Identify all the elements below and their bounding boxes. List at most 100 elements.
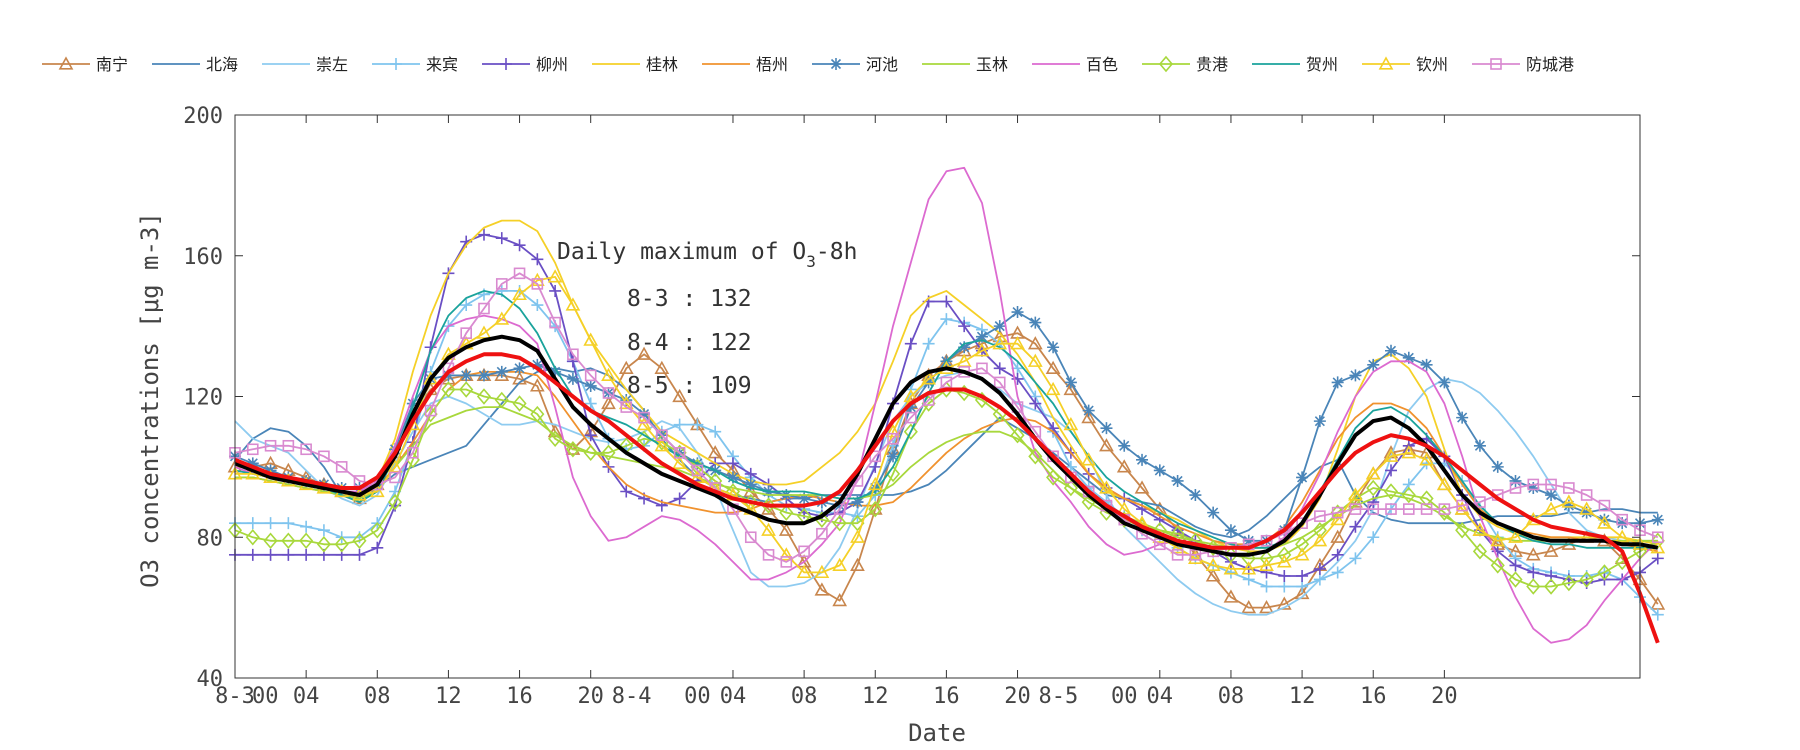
series-point-南宁-59 (1276, 596, 1292, 610)
series-point-来宾-60 (1296, 580, 1309, 593)
series-point-河池-45 (1029, 316, 1042, 329)
series-point-钦州-62 (1330, 512, 1346, 526)
series-point-钦州-58 (1259, 557, 1274, 572)
annotation-title-main: Daily maximum of O (557, 239, 806, 265)
x-tick-label-68: 20 (1431, 684, 1458, 709)
series-point-防城港-13 (460, 327, 473, 339)
series-point-钦州-47 (1063, 417, 1079, 431)
series-point-河池-72 (1509, 474, 1522, 487)
series-point-钦州-56 (1223, 561, 1239, 575)
series-line-mean (234, 334, 1659, 557)
series-point-钦州-34 (832, 557, 848, 572)
series-point-钦州-53 (1170, 540, 1185, 554)
series-point-钦州-14 (476, 325, 492, 339)
series-point-贵港-16 (512, 395, 527, 412)
series-point-河池-36 (869, 481, 882, 494)
legend-marker-柳州 (500, 58, 512, 70)
series-point-防城港-68 (1438, 503, 1451, 515)
y-tick-label-80: 80 (197, 526, 224, 551)
y-tick-label-120: 120 (183, 386, 223, 411)
series-point-南宁-49 (1099, 438, 1114, 452)
series-point-河池-74 (1545, 489, 1558, 502)
legend-item-玉林: 玉林 (922, 55, 1008, 74)
x-axis: 8-3 04 08 12 16 20 04 08 12 16 20 04 08 12 16 20 00 8-4 00… (215, 115, 1458, 709)
series-point-防城港-40 (940, 376, 953, 389)
series-point-贵港-72 (1508, 571, 1523, 588)
series-point-贵港-12 (441, 381, 456, 398)
series-point-防城港-4 (300, 443, 312, 456)
series-point-防城港-54 (1189, 549, 1202, 561)
series-point-河池-16 (513, 362, 526, 375)
series-崇左 (234, 370, 1658, 616)
y-tick-label-200: 200 (183, 104, 223, 129)
series-桂林 (235, 219, 1658, 553)
legend-label-南宁: 南宁 (96, 55, 128, 74)
series-point-来宾-26 (691, 418, 704, 431)
series-point-贵港-75 (1561, 574, 1576, 592)
series-point-贵港-31 (779, 504, 794, 521)
series-point-防城港-37 (887, 432, 899, 445)
series-point-贵港-15 (494, 391, 509, 409)
series-point-防城港-30 (762, 549, 775, 561)
series-point-防城港-62 (1331, 506, 1344, 519)
x-tick-label-extra-3: 8-5 (1039, 684, 1079, 709)
series-point-钦州-42 (974, 343, 990, 357)
legend-label-钦州: 钦州 (1416, 55, 1448, 74)
series-point-河池-64 (1367, 358, 1380, 371)
series-point-南宁-46 (1045, 360, 1061, 374)
series-point-南宁-19 (565, 441, 581, 455)
series-point-河池-56 (1224, 524, 1237, 537)
series-point-柳州-16 (513, 239, 526, 252)
series-玉林 (235, 406, 1658, 549)
series-point-防城港-64 (1367, 503, 1380, 515)
series-point-南宁-22 (618, 360, 634, 374)
series-point-来宾-3 (282, 517, 295, 530)
series-point-柳州-14 (477, 228, 490, 241)
series-point-防城港-23 (638, 411, 650, 424)
x-tick-label-extra-2: 00 (684, 684, 711, 709)
legend-label-防城港: 防城港 (1526, 55, 1574, 74)
series-point-钦州-37 (885, 424, 901, 438)
series-point-来宾-57 (1242, 573, 1255, 586)
series-point-柳州-62 (1331, 548, 1344, 561)
series-point-来宾-13 (460, 299, 473, 312)
x-axis-label: Date (908, 719, 966, 747)
series-point-河池-14 (477, 369, 490, 382)
annotation-line-1: 8-3 : 132 (627, 286, 752, 312)
series-point-防城港-70 (1474, 496, 1486, 508)
series-point-贵港-9 (388, 493, 403, 511)
series-point-来宾-1 (246, 517, 259, 530)
series-point-贵港-69 (1455, 521, 1470, 539)
series-point-贵港-17 (530, 405, 545, 423)
series-point-钦州-75 (1561, 494, 1577, 508)
annotation-title: Daily maximum of O3-8h (557, 239, 857, 271)
series-point-南宁-74 (1543, 543, 1559, 557)
series-point-防城港-10 (407, 446, 419, 459)
series-point-南宁-18 (547, 424, 563, 438)
series-line-玉林 (235, 406, 1658, 549)
series-point-河池-23 (638, 408, 651, 421)
series-point-钦州-36 (867, 476, 883, 491)
x-tick-label-40: 16 (933, 684, 960, 709)
series-point-柳州-59 (1278, 569, 1291, 582)
legend-label-玉林: 玉林 (976, 55, 1008, 74)
series-line-防城港 (234, 272, 1659, 563)
series-point-河池-60 (1296, 471, 1309, 484)
series-point-贵港-23 (636, 430, 652, 447)
series-point-河池-73 (1527, 481, 1540, 494)
series-point-钦州-35 (850, 529, 865, 543)
series-point-南宁-25 (672, 388, 687, 403)
series-point-南宁-56 (1223, 589, 1239, 603)
legend-marker-来宾 (390, 58, 402, 70)
series-point-来宾-25 (673, 418, 686, 431)
legend-item-百色: 百色 (1032, 55, 1118, 74)
series-point-贵港-64 (1366, 479, 1381, 497)
legend-marker-防城港 (1490, 58, 1502, 70)
series-point-防城港-22 (620, 401, 633, 413)
series-point-南宁-17 (529, 378, 545, 392)
series-point-防城港-69 (1456, 499, 1468, 512)
legend-item-柳州: 柳州 (482, 55, 568, 74)
x-tick-label-44: 20 (1004, 684, 1031, 709)
series-point-河池-53 (1171, 474, 1184, 487)
series-point-钦州-72 (1508, 529, 1523, 543)
